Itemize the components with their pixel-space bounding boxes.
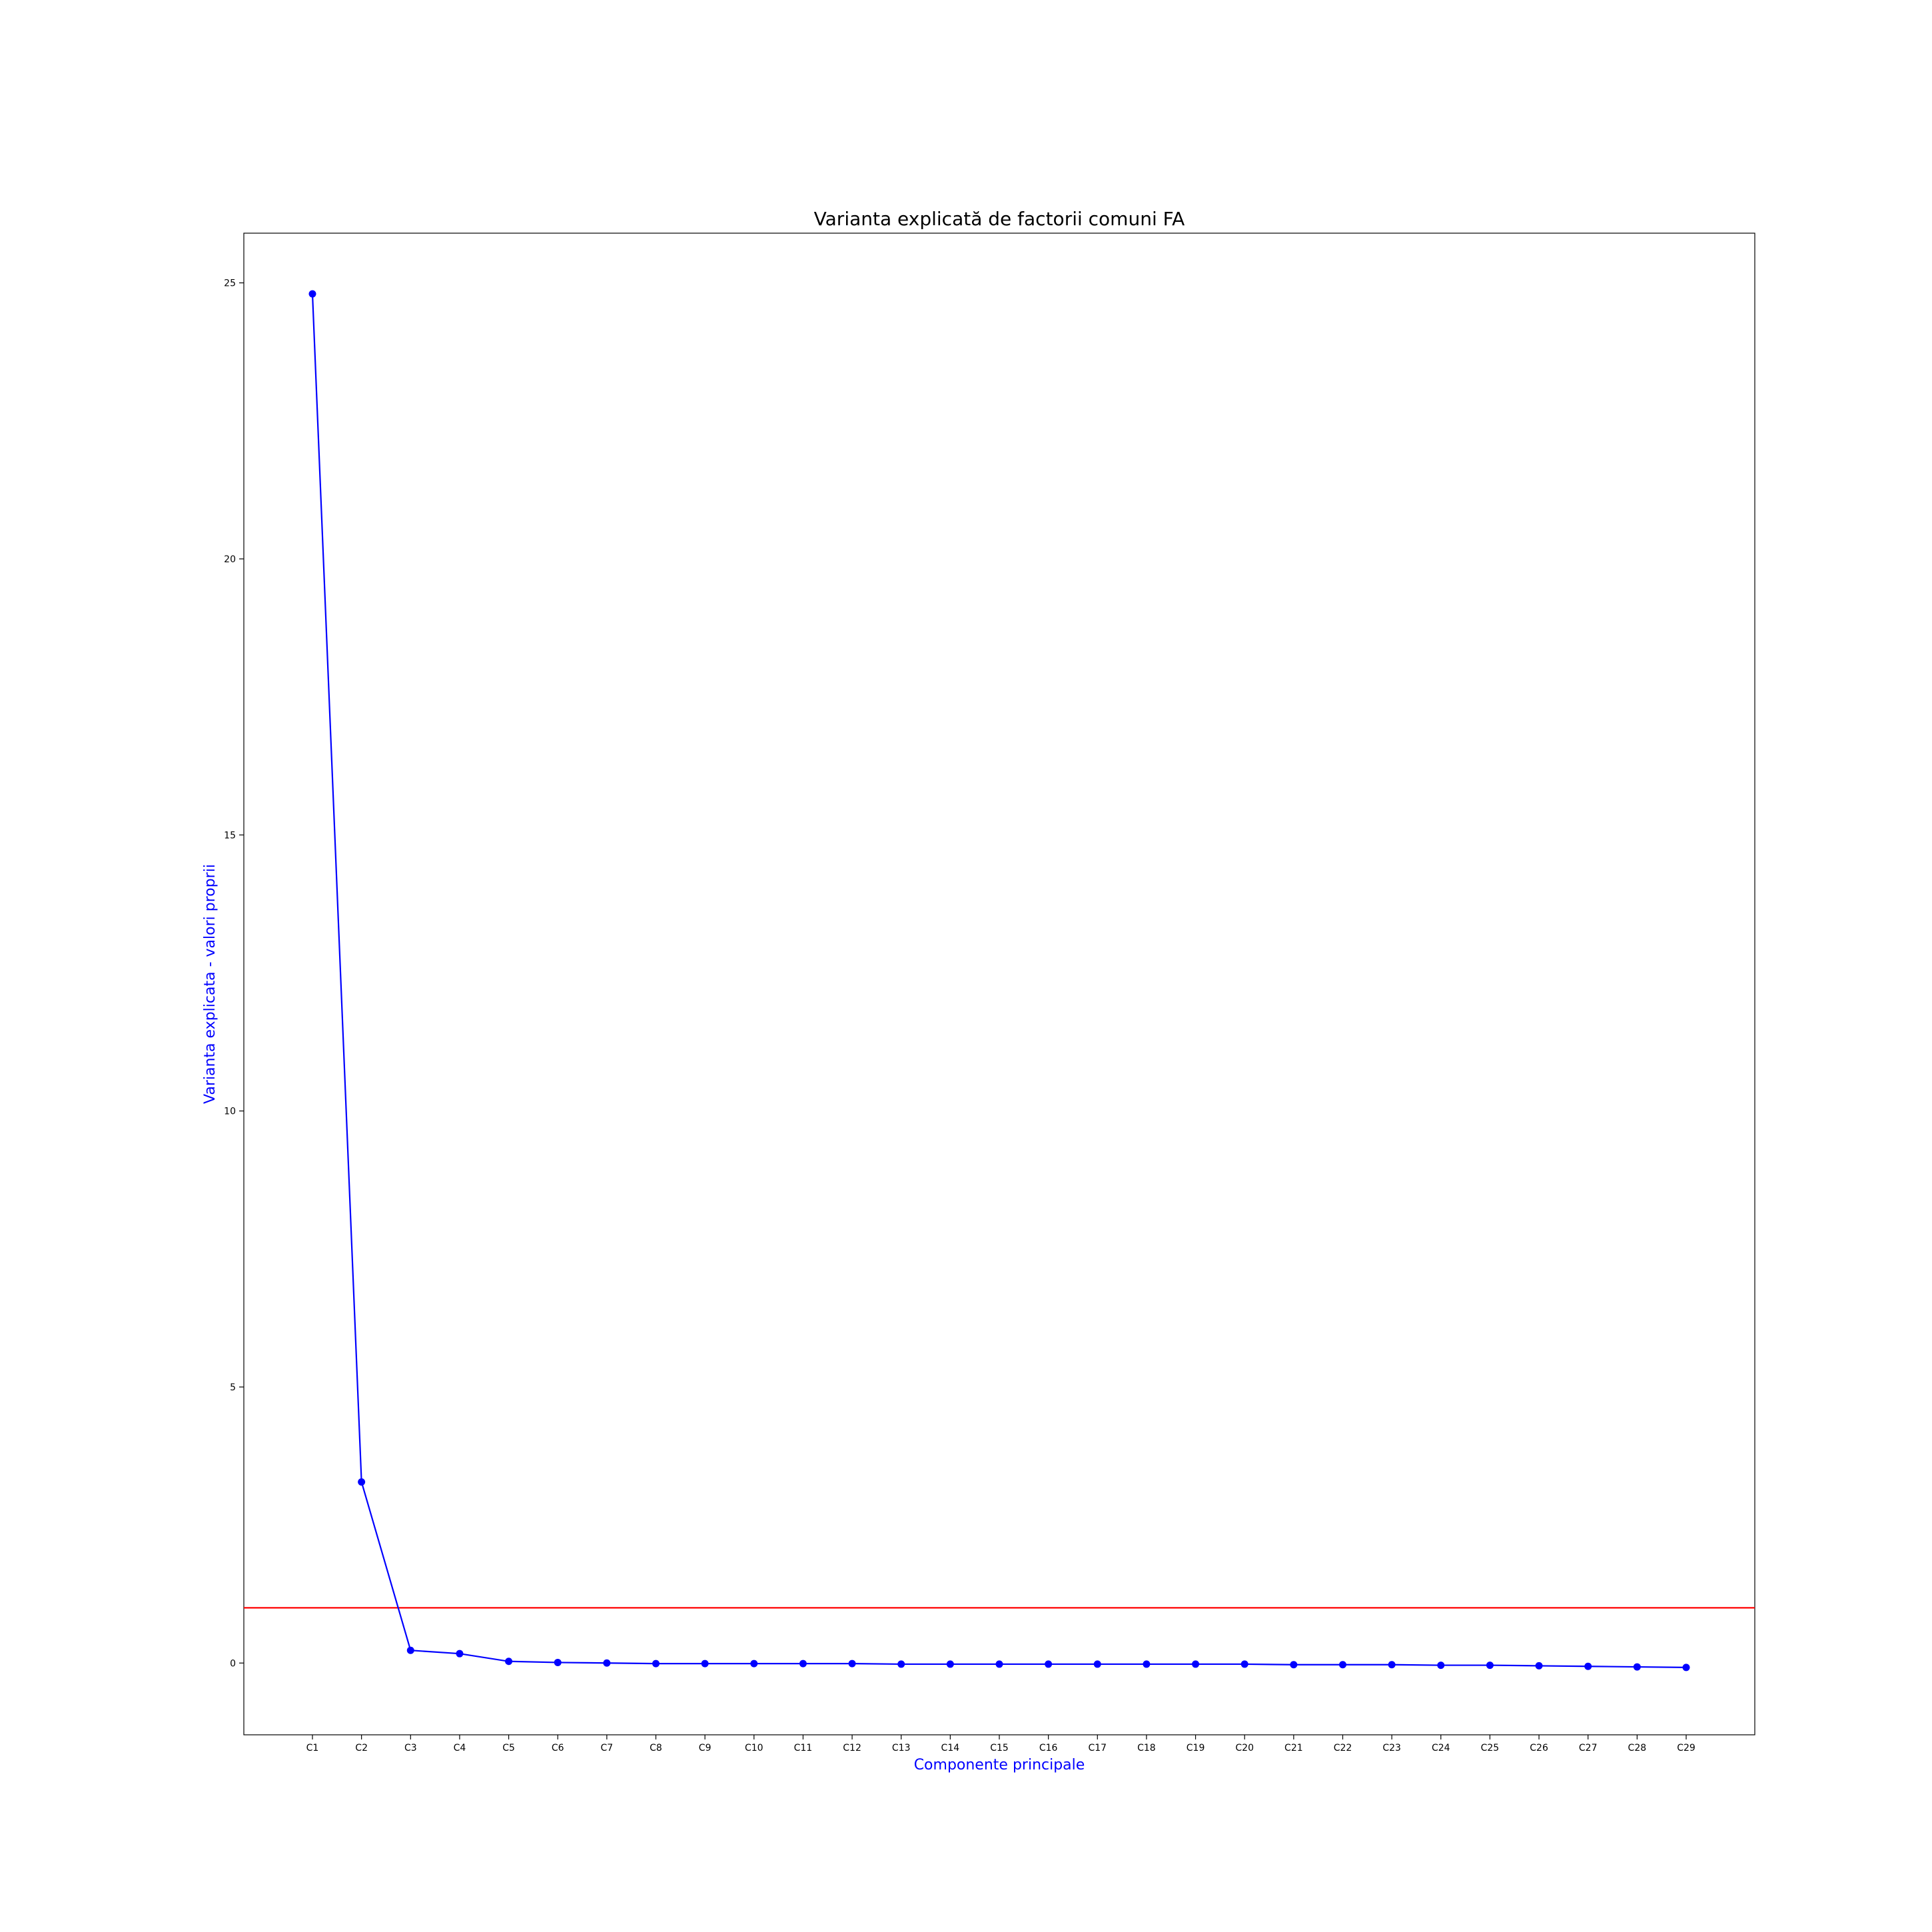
- x-tick-label: C28: [1628, 1743, 1647, 1753]
- data-point: [1143, 1660, 1151, 1668]
- data-point: [406, 1646, 414, 1654]
- y-tick-label: 25: [224, 278, 236, 289]
- x-tick-label: C26: [1530, 1743, 1548, 1753]
- plot-frame: [243, 233, 1755, 1735]
- x-tick-label: C23: [1382, 1743, 1401, 1753]
- x-tick-label: C6: [552, 1743, 564, 1753]
- x-tick-label: C25: [1481, 1743, 1500, 1753]
- data-point: [1437, 1662, 1445, 1670]
- data-point: [1584, 1662, 1592, 1670]
- x-tick-label: C13: [892, 1743, 911, 1753]
- x-tick-label: C9: [699, 1743, 712, 1753]
- data-point: [848, 1660, 856, 1668]
- y-axis-ticks: 0 5 10 15 20 25: [224, 278, 244, 1669]
- x-tick-label: C8: [650, 1743, 662, 1753]
- data-point: [701, 1660, 709, 1668]
- data-point: [308, 290, 316, 298]
- y-tick-label: 10: [224, 1107, 236, 1117]
- data-point: [1192, 1660, 1200, 1668]
- data-point: [1535, 1662, 1543, 1670]
- data-point: [750, 1660, 758, 1668]
- data-point: [1290, 1661, 1298, 1669]
- x-axis-label: Componente principale: [914, 1757, 1085, 1773]
- data-point: [554, 1658, 562, 1666]
- x-axis-ticks: C1 C2 C3 C4 C5 C6 C7 C8 C9 C10 C11 C12 C13 C14 C15 C16 C…: [306, 1735, 1695, 1753]
- data-point: [1633, 1663, 1641, 1671]
- data-point: [456, 1650, 464, 1658]
- x-tick-label: C16: [1039, 1743, 1058, 1753]
- x-tick-label: C14: [941, 1743, 960, 1753]
- x-tick-label: C3: [404, 1743, 417, 1753]
- chart-title: Varianta explicată de factorii comuni FA: [814, 208, 1185, 230]
- x-tick-label: C12: [843, 1743, 861, 1753]
- data-point: [603, 1659, 611, 1667]
- data-point: [1093, 1660, 1101, 1668]
- data-point: [946, 1660, 954, 1668]
- x-tick-label: C29: [1677, 1743, 1695, 1753]
- data-point: [1486, 1662, 1494, 1670]
- data-point: [1339, 1661, 1346, 1669]
- series-line: [311, 294, 1687, 1669]
- data-point: [1388, 1661, 1396, 1669]
- data-point: [1682, 1664, 1690, 1672]
- series-layer: [308, 290, 1690, 1672]
- data-point: [1240, 1660, 1248, 1668]
- data-point: [652, 1660, 660, 1668]
- x-tick-label: C10: [745, 1743, 763, 1753]
- x-tick-label: C17: [1088, 1743, 1107, 1753]
- data-point: [505, 1658, 513, 1666]
- x-tick-label: C1: [306, 1743, 319, 1753]
- data-point: [897, 1660, 905, 1668]
- data-point: [1045, 1660, 1053, 1668]
- x-tick-label: C22: [1334, 1743, 1352, 1753]
- x-tick-label: C15: [990, 1743, 1009, 1753]
- x-tick-label: C21: [1284, 1743, 1303, 1753]
- x-tick-label: C4: [454, 1743, 466, 1753]
- x-tick-label: C19: [1187, 1743, 1205, 1753]
- y-axis-label: Varianta explicata - valori proprii: [202, 864, 219, 1104]
- x-tick-label: C11: [794, 1743, 813, 1753]
- data-point: [799, 1660, 807, 1668]
- x-tick-label: C2: [355, 1743, 368, 1753]
- x-tick-label: C20: [1235, 1743, 1254, 1753]
- y-tick-label: 20: [224, 554, 236, 565]
- x-tick-label: C24: [1432, 1743, 1450, 1753]
- x-tick-label: C7: [601, 1743, 614, 1753]
- x-tick-label: C27: [1579, 1743, 1598, 1753]
- x-tick-label: C5: [502, 1743, 515, 1753]
- y-tick-label: 5: [230, 1382, 236, 1393]
- x-tick-label: C18: [1137, 1743, 1156, 1753]
- y-tick-label: 15: [224, 830, 236, 841]
- data-point: [358, 1478, 366, 1486]
- y-tick-label: 0: [230, 1658, 236, 1669]
- data-point: [995, 1660, 1003, 1668]
